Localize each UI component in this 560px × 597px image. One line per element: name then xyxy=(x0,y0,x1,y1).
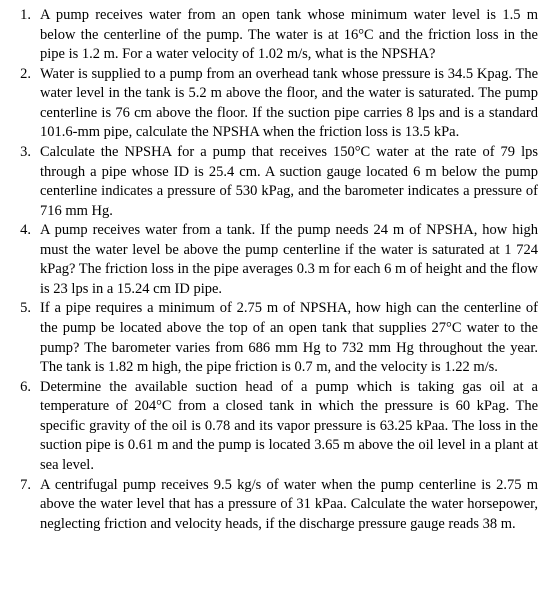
problem-number: 2. xyxy=(14,65,40,85)
problem-item: 6. Determine the available suction head … xyxy=(14,378,546,476)
problem-number: 5. xyxy=(14,299,40,319)
problem-text: If a pipe requires a minimum of 2.75 m o… xyxy=(40,299,546,377)
problem-item: 7. A centrifugal pump receives 9.5 kg/s … xyxy=(14,476,546,535)
problem-text: A centrifugal pump receives 9.5 kg/s of … xyxy=(40,476,546,535)
problem-list: 1. A pump receives water from an open ta… xyxy=(14,6,546,534)
problem-number: 6. xyxy=(14,378,40,398)
problem-text: A pump receives water from an open tank … xyxy=(40,6,546,65)
problem-number: 7. xyxy=(14,476,40,496)
problem-item: 5. If a pipe requires a minimum of 2.75 … xyxy=(14,299,546,377)
problem-item: 3. Calculate the NPSHA for a pump that r… xyxy=(14,143,546,221)
problem-item: 4. A pump receives water from a tank. If… xyxy=(14,221,546,299)
problem-text: Calculate the NPSHA for a pump that rece… xyxy=(40,143,546,221)
problem-number: 1. xyxy=(14,6,40,26)
problem-number: 3. xyxy=(14,143,40,163)
problem-text: Determine the available suction head of … xyxy=(40,378,546,476)
problem-text: Water is supplied to a pump from an over… xyxy=(40,65,546,143)
problem-text: A pump receives water from a tank. If th… xyxy=(40,221,546,299)
problem-item: 2. Water is supplied to a pump from an o… xyxy=(14,65,546,143)
problem-item: 1. A pump receives water from an open ta… xyxy=(14,6,546,65)
problem-number: 4. xyxy=(14,221,40,241)
